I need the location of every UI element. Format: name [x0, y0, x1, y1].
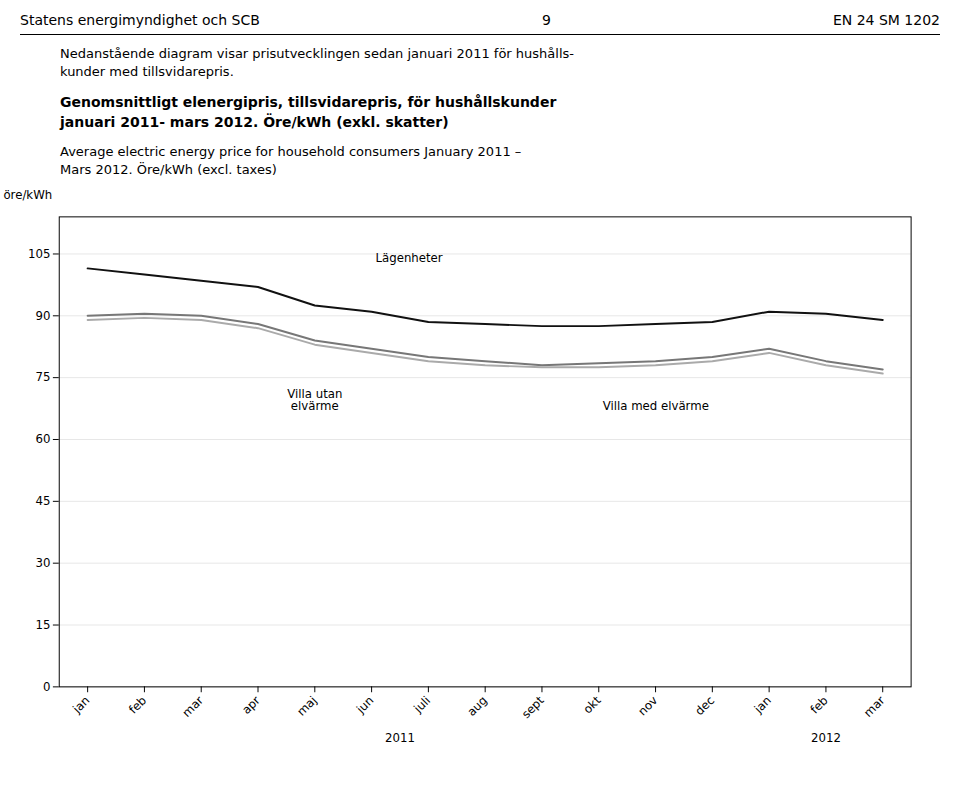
svg-text:jun: jun — [353, 693, 376, 716]
svg-text:mar: mar — [180, 693, 207, 720]
svg-text:sept: sept — [519, 693, 547, 721]
svg-text:90: 90 — [35, 309, 50, 323]
svg-text:Villa med elvärme: Villa med elvärme — [603, 399, 709, 413]
html-text:Nedanstående diagram visar pri: Nedanstående diagram visar prisutvecklin… — [60, 46, 574, 80]
svg-text:15: 15 — [35, 618, 50, 632]
html-text:Statens energimyndighet och SC: Statens energimyndighet och SCB — [20, 12, 260, 28]
svg-text:60: 60 — [35, 432, 50, 446]
svg-text:jan: jan — [69, 693, 92, 716]
svg-text:okt: okt — [581, 693, 604, 716]
svg-text:aug: aug — [464, 693, 490, 719]
svg-text:0: 0 — [43, 680, 50, 694]
svg-text:30: 30 — [35, 556, 50, 570]
svg-text:105: 105 — [28, 247, 50, 261]
svg-text:mar: mar — [861, 693, 888, 720]
svg-text:nov: nov — [635, 693, 660, 718]
svg-text:jan: jan — [751, 693, 774, 716]
svg-text:dec: dec — [692, 693, 717, 718]
svg-text:Lägenheter: Lägenheter — [376, 251, 443, 265]
svg-text:feb: feb — [808, 693, 831, 716]
svg-text:feb: feb — [126, 693, 149, 716]
html-text:9: 9 — [541, 12, 551, 28]
svg-text:2011: 2011 — [385, 731, 415, 745]
svg-text:maj: maj — [294, 693, 319, 718]
svg-text:45: 45 — [35, 494, 50, 508]
svg-text:juli: juli — [410, 693, 433, 716]
svg-text:Villa utanelvärme: Villa utanelvärme — [287, 387, 342, 413]
html-text:Genomsnittligt elenergipris, t: Genomsnittligt elenergipris, tillsvidare… — [60, 94, 557, 130]
svg-text:75: 75 — [35, 370, 50, 384]
svg-text:öre/kWh: öre/kWh — [3, 188, 52, 202]
svg-text:apr: apr — [239, 693, 263, 717]
html-text:EN 24 SM 1202: EN 24 SM 1202 — [832, 12, 940, 28]
html-text:Average electric energy price: Average electric energy price for househ… — [60, 143, 522, 177]
svg-text:2012: 2012 — [811, 731, 841, 745]
